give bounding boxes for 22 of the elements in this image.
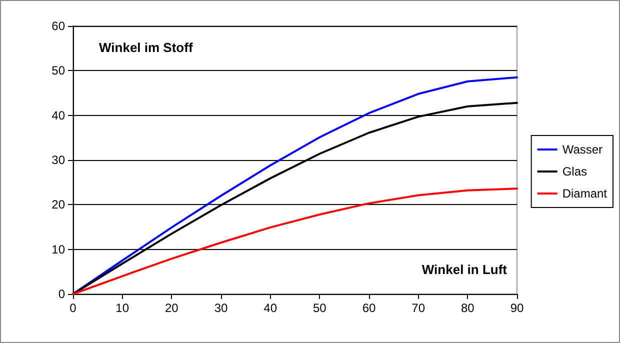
x-tick-label: 90 <box>510 301 524 315</box>
x-tick-label: 80 <box>460 301 475 315</box>
y-tick-label: 0 <box>58 287 66 301</box>
y-tick-label: 30 <box>52 153 66 167</box>
legend-label: Glas <box>562 164 588 178</box>
x-tick-label: 0 <box>70 301 77 315</box>
x-tick-label: 60 <box>362 301 376 315</box>
y-tick-label: 10 <box>52 242 66 256</box>
x-tick-label: 20 <box>164 301 179 315</box>
y-tick-label: 20 <box>52 198 66 212</box>
y-tick-label: 40 <box>52 108 66 122</box>
x-tick-label: 40 <box>264 301 278 315</box>
x-axis-title: Winkel in Luft <box>422 262 508 277</box>
x-tick-label: 10 <box>116 301 130 315</box>
y-axis-title: Winkel im Stoff <box>99 40 194 55</box>
legend-label: Wasser <box>562 142 603 156</box>
y-tick-label: 50 <box>52 64 66 78</box>
x-tick-label: 70 <box>412 301 426 315</box>
y-tick-label: 60 <box>52 19 66 33</box>
legend-label: Diamant <box>562 186 608 200</box>
x-tick-label: 30 <box>214 301 228 315</box>
x-tick-label: 50 <box>312 301 327 315</box>
